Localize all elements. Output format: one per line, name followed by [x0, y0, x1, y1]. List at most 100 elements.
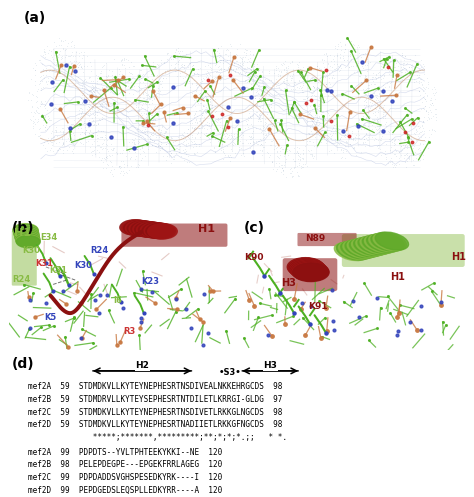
Point [214, 44, 222, 52]
Point [236, 70, 243, 78]
Point [86, 132, 94, 140]
Point [252, 53, 259, 61]
Ellipse shape [291, 261, 328, 280]
Point [326, 51, 334, 59]
Point [337, 61, 344, 69]
Point [48, 138, 56, 146]
Point [39, 114, 47, 122]
Point [290, 155, 297, 163]
Point [418, 81, 426, 88]
Point [75, 58, 82, 66]
FancyBboxPatch shape [298, 233, 356, 246]
Point [236, 53, 244, 61]
Point [229, 141, 237, 149]
Point [380, 108, 388, 116]
Ellipse shape [137, 222, 166, 238]
Point [74, 114, 82, 122]
Point [409, 66, 417, 74]
Point [201, 115, 209, 123]
Text: mef2D  99  PEPDGEDSLEQSPLLEDKYRR----A  120: mef2D 99 PEPDGEDSLEQSPLLEDKYRR----A 120 [28, 486, 223, 495]
Point [90, 148, 97, 156]
Point [101, 144, 109, 152]
Point [255, 81, 263, 88]
Point [66, 125, 74, 133]
Point [257, 140, 264, 148]
Point [157, 81, 164, 88]
Point [123, 56, 130, 64]
Point [138, 122, 146, 130]
Point [358, 62, 365, 70]
Point [218, 67, 225, 75]
Point [167, 134, 175, 142]
Point [83, 89, 91, 97]
Point [143, 77, 151, 85]
Point [116, 162, 124, 170]
Point [35, 56, 42, 64]
Point [145, 92, 153, 100]
Point [34, 109, 42, 117]
Point [428, 126, 436, 134]
Point [392, 145, 399, 153]
Point [50, 65, 57, 73]
Point [333, 51, 340, 59]
Point [306, 133, 313, 141]
Point [102, 78, 109, 86]
Point [52, 128, 59, 136]
Point [162, 68, 169, 76]
Point [262, 131, 270, 139]
Point [184, 152, 191, 160]
Point [272, 144, 280, 152]
Point [418, 122, 426, 130]
Ellipse shape [365, 235, 398, 253]
Point [374, 96, 382, 104]
Point [190, 124, 197, 132]
Point [373, 96, 380, 104]
Point [125, 63, 133, 71]
Point [51, 64, 59, 72]
Point [320, 116, 328, 124]
Point [148, 96, 155, 104]
Point [95, 115, 103, 123]
Point [281, 84, 289, 92]
Point [179, 139, 187, 147]
Point [158, 144, 165, 152]
Point [89, 140, 96, 148]
Point [98, 84, 106, 92]
Point [329, 71, 337, 79]
Point [175, 56, 183, 64]
Point [341, 133, 349, 141]
Point [62, 45, 69, 53]
Point [360, 120, 367, 128]
Point [204, 112, 212, 120]
Point [253, 87, 260, 95]
Point [147, 71, 155, 79]
Point [322, 50, 330, 58]
Point [314, 62, 321, 70]
Point [304, 84, 312, 92]
Point [90, 82, 97, 90]
Point [57, 55, 64, 63]
Point [231, 140, 239, 148]
Point [330, 130, 337, 138]
Point [415, 129, 423, 137]
Point [99, 105, 106, 113]
Point [298, 164, 306, 171]
Point [343, 130, 351, 138]
Point [63, 123, 71, 131]
Point [288, 75, 295, 83]
Point [315, 101, 323, 109]
Point [188, 123, 196, 131]
Point [149, 108, 157, 116]
Point [267, 76, 274, 84]
Point [228, 65, 235, 73]
Point [213, 134, 220, 142]
Point [298, 83, 306, 91]
Point [302, 100, 310, 108]
Point [400, 151, 408, 159]
Point [150, 131, 157, 139]
Point [391, 141, 398, 149]
Point [256, 111, 264, 119]
Point [228, 60, 236, 68]
Ellipse shape [288, 259, 325, 277]
Point [200, 102, 207, 110]
